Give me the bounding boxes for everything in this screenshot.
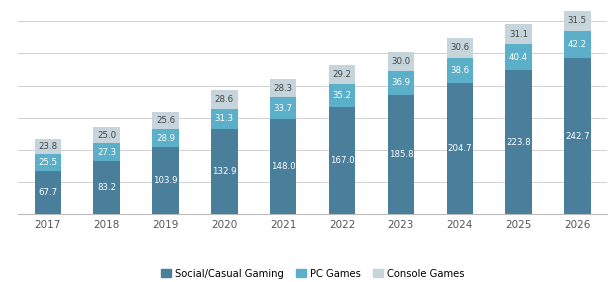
Bar bbox=[446, 38, 473, 58]
Bar bbox=[211, 90, 238, 109]
Text: 27.3: 27.3 bbox=[97, 147, 116, 157]
Text: 30.0: 30.0 bbox=[391, 57, 411, 66]
Text: 103.9: 103.9 bbox=[153, 177, 178, 185]
Text: 28.3: 28.3 bbox=[273, 84, 293, 93]
Text: 42.2: 42.2 bbox=[568, 40, 587, 49]
Bar bbox=[34, 154, 61, 171]
Text: 31.1: 31.1 bbox=[509, 30, 528, 39]
Text: 67.7: 67.7 bbox=[38, 188, 58, 197]
Bar bbox=[387, 52, 414, 71]
Text: 38.6: 38.6 bbox=[450, 66, 470, 75]
Bar bbox=[505, 44, 532, 70]
Text: 148.0: 148.0 bbox=[271, 162, 295, 171]
Bar bbox=[446, 83, 473, 214]
Bar bbox=[34, 171, 61, 214]
Text: 36.9: 36.9 bbox=[392, 78, 410, 87]
Bar bbox=[152, 113, 179, 129]
Bar bbox=[270, 119, 297, 214]
Bar bbox=[270, 79, 297, 97]
Bar bbox=[387, 95, 414, 214]
Text: 242.7: 242.7 bbox=[565, 132, 590, 141]
Text: 33.7: 33.7 bbox=[273, 104, 293, 113]
Bar bbox=[505, 70, 532, 214]
Bar bbox=[211, 109, 238, 129]
Text: 25.5: 25.5 bbox=[38, 158, 58, 167]
Bar bbox=[93, 161, 120, 214]
Bar bbox=[211, 129, 238, 214]
Text: 223.8: 223.8 bbox=[506, 138, 531, 147]
Bar bbox=[564, 31, 591, 58]
Text: 83.2: 83.2 bbox=[97, 183, 116, 192]
Bar bbox=[34, 139, 61, 154]
Text: 35.2: 35.2 bbox=[332, 91, 352, 100]
Bar bbox=[564, 11, 591, 31]
Bar bbox=[93, 143, 120, 161]
Bar bbox=[564, 58, 591, 214]
Bar bbox=[446, 58, 473, 83]
Bar bbox=[93, 127, 120, 143]
Text: 31.3: 31.3 bbox=[215, 114, 234, 123]
Bar bbox=[387, 71, 414, 95]
Text: 25.6: 25.6 bbox=[156, 116, 175, 125]
Text: 31.5: 31.5 bbox=[568, 16, 587, 25]
Text: 185.8: 185.8 bbox=[389, 150, 413, 159]
Text: 25.0: 25.0 bbox=[97, 131, 116, 140]
Text: 40.4: 40.4 bbox=[509, 53, 528, 62]
Legend: Social/Casual Gaming, PC Games, Console Games: Social/Casual Gaming, PC Games, Console … bbox=[157, 265, 468, 282]
Bar bbox=[329, 65, 356, 84]
Bar bbox=[329, 107, 356, 214]
Bar bbox=[152, 147, 179, 214]
Text: 132.9: 132.9 bbox=[212, 167, 237, 176]
Text: 29.2: 29.2 bbox=[333, 70, 351, 79]
Bar bbox=[329, 84, 356, 107]
Text: 23.8: 23.8 bbox=[38, 142, 58, 151]
Text: 167.0: 167.0 bbox=[330, 156, 354, 165]
Text: 28.6: 28.6 bbox=[215, 95, 234, 104]
Text: 28.9: 28.9 bbox=[156, 134, 175, 143]
Text: 204.7: 204.7 bbox=[447, 144, 472, 153]
Bar bbox=[270, 97, 297, 119]
Bar bbox=[505, 24, 532, 44]
Bar bbox=[152, 129, 179, 147]
Text: 30.6: 30.6 bbox=[450, 43, 470, 52]
